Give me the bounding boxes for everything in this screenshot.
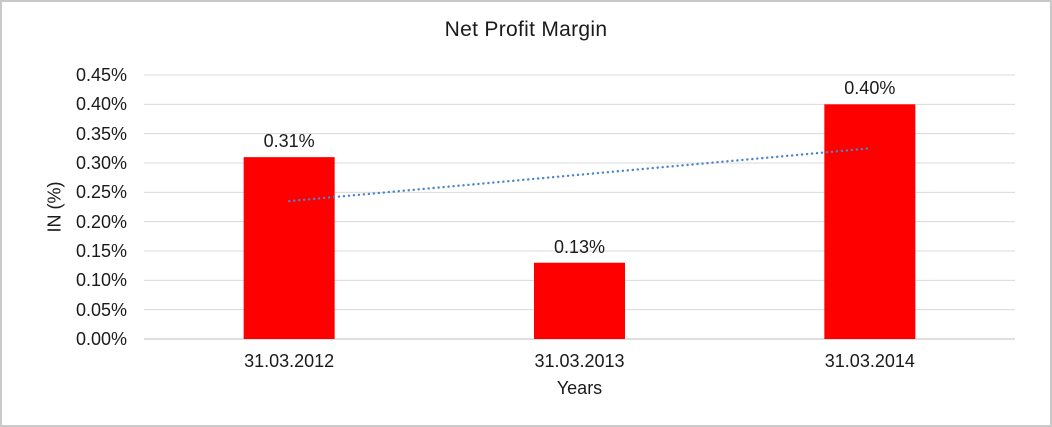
trendline [287,147,872,203]
bar-31.03.2012 [243,157,335,339]
chart-title: Net Profit Margin [444,18,608,41]
x-axis-title: Years [556,378,603,398]
bar-31.03.2014 [824,104,916,339]
bar-31.03.2013 [534,262,625,339]
y-axis-title: IN (%) [44,181,65,233]
